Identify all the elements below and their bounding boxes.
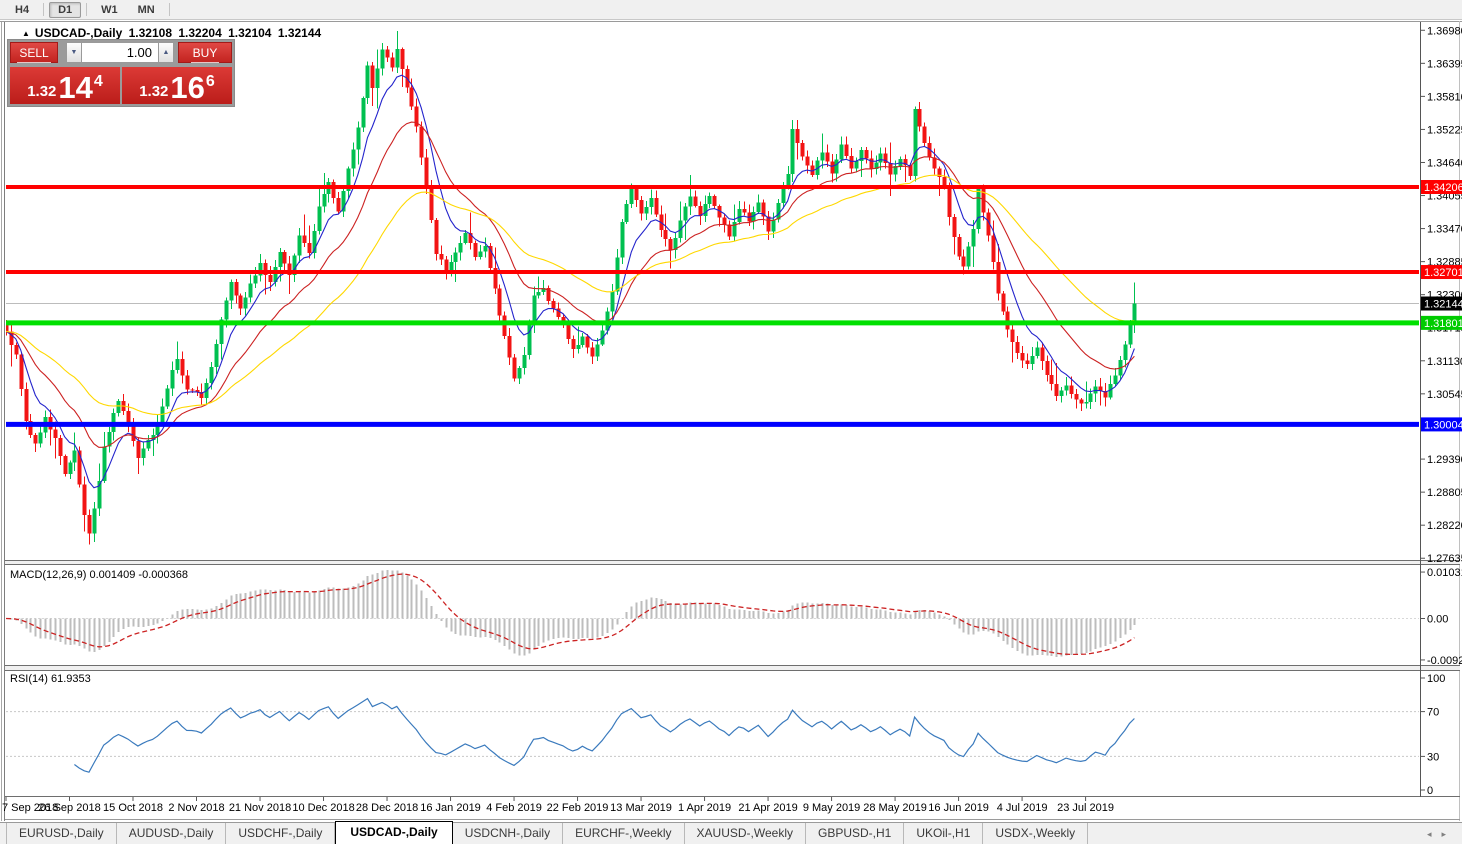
price-axis-tick: 1.36395 — [1427, 58, 1462, 70]
chart-tab[interactable]: USDCNH-,Daily — [453, 823, 564, 844]
timeframe-button-w1[interactable]: W1 — [101, 3, 118, 16]
chart-tab[interactable]: EURCHF-,Weekly — [563, 823, 685, 844]
sell-button[interactable]: SELL — [10, 42, 58, 63]
toolbar-separator — [168, 3, 170, 16]
chart-tab[interactable]: EURUSD-,Daily — [6, 823, 117, 844]
chevron-up-icon: ▲ — [162, 49, 170, 56]
date-axis-label: 28 May 2019 — [863, 802, 927, 814]
price-level-badge: 1.32144 — [1424, 298, 1462, 310]
timeframe-toolbar: H4 D1 W1 MN — [0, 0, 1462, 20]
chart-tab[interactable]: AUDUSD-,Daily — [117, 823, 227, 844]
ohlc-high: 1.32204 — [178, 26, 222, 40]
date-axis-label: 16 Jun 2019 — [928, 802, 989, 814]
macd-axis-tick: 0.010311 — [1427, 567, 1462, 579]
chart-tab[interactable]: USDCHF-,Daily — [226, 823, 336, 844]
date-axis-label: 10 Dec 2018 — [292, 802, 354, 814]
chart-title: ▲ USDCAD-,Daily 1.32108 1.32204 1.32104 1… — [22, 26, 324, 40]
buy-price-display[interactable]: 1.32 16 6 — [122, 67, 232, 104]
ohlc-open: 1.32108 — [128, 26, 173, 40]
date-axis-label: 23 Jul 2019 — [1057, 802, 1114, 814]
price-axis-tick: 1.33470 — [1427, 224, 1462, 236]
chart-tab[interactable]: XAUUSD-,Weekly — [685, 823, 806, 844]
date-axis-label: 4 Jul 2019 — [997, 802, 1048, 814]
price-axis-tick: 1.30545 — [1427, 389, 1462, 401]
toolbar-separator — [43, 3, 45, 16]
price-level-badge: 1.34206 — [1424, 182, 1462, 194]
collapse-panel-icon[interactable]: ▲ — [22, 29, 30, 38]
tab-scroll-right-icon[interactable]: ▸ — [1441, 829, 1456, 839]
date-axis-label: 1 Apr 2019 — [678, 802, 731, 814]
date-axis-label: 22 Feb 2019 — [547, 802, 609, 814]
rsi-indicator-label: RSI(14) 61.9353 — [10, 673, 91, 685]
price-level-badge: 1.30004 — [1424, 419, 1462, 431]
price-axis-tick: 1.35225 — [1427, 124, 1462, 136]
timeframe-button-h4[interactable]: H4 — [15, 3, 30, 16]
ohlc-close: 1.32144 — [277, 26, 322, 40]
volume-input[interactable] — [82, 42, 158, 63]
chart-tab-bar: EURUSD-,Daily AUDUSD-,Daily USDCHF-,Daily U… — [0, 821, 1462, 844]
chevron-down-icon: ▼ — [70, 49, 78, 56]
price-axis-tick: 1.28220 — [1427, 520, 1462, 532]
date-axis-label: 26 Sep 2018 — [38, 802, 100, 814]
macd-axis-tick: -0.009203 — [1427, 655, 1462, 667]
price-axis-tick: 1.36980 — [1427, 25, 1462, 37]
price-axis-tick: 1.27635 — [1427, 553, 1462, 565]
chart-tab[interactable]: USDX-,Weekly — [983, 823, 1089, 844]
ohlc-low: 1.32104 — [228, 26, 272, 40]
price-level-badge: 1.32701 — [1424, 267, 1462, 279]
price-axis-tick: 1.28805 — [1427, 487, 1462, 499]
date-axis-label: 2 Nov 2018 — [168, 802, 224, 814]
price-axis-tick: 1.29390 — [1427, 454, 1462, 466]
rsi-axis-tick: 30 — [1427, 751, 1439, 763]
date-axis-label: 7 Sep 2018 — [2, 802, 58, 814]
date-axis-label: 21 Apr 2019 — [738, 802, 797, 814]
buy-button[interactable]: BUY — [178, 42, 232, 63]
price-axis-tick: 1.35810 — [1427, 91, 1462, 103]
rsi-axis-tick: 0 — [1427, 785, 1433, 797]
toolbar-separator — [86, 3, 88, 16]
date-axis-label: 21 Nov 2018 — [229, 802, 291, 814]
tab-scroll-left-icon[interactable]: ◂ — [1426, 829, 1442, 839]
macd-axis-tick: 0.00 — [1427, 614, 1448, 626]
date-axis-label: 9 May 2019 — [803, 802, 860, 814]
price-axis-tick: 1.34640 — [1427, 157, 1462, 169]
timeframe-button-mn[interactable]: MN — [137, 3, 155, 16]
rsi-axis-tick: 100 — [1427, 673, 1445, 685]
chart-tab[interactable]: GBPUSD-,H1 — [806, 823, 905, 844]
macd-indicator-label: MACD(12,26,9) 0.001409 -0.000368 — [10, 569, 188, 581]
chart-tab[interactable]: UKOil-,H1 — [904, 823, 984, 844]
date-axis-label: 15 Oct 2018 — [103, 802, 163, 814]
price-level-badge: 1.31801 — [1424, 318, 1462, 330]
date-axis-label: 28 Dec 2018 — [356, 802, 418, 814]
volume-decrease-button[interactable]: ▼ — [66, 42, 82, 63]
date-axis-label: 13 Mar 2019 — [610, 802, 672, 814]
sell-price-display[interactable]: 1.32 14 4 — [10, 67, 120, 104]
price-axis-tick: 1.31130 — [1427, 356, 1462, 368]
volume-increase-button[interactable]: ▲ — [158, 42, 174, 63]
date-axis-label: 16 Jan 2019 — [420, 802, 481, 814]
date-axis-label: 4 Feb 2019 — [486, 802, 542, 814]
rsi-axis-tick: 70 — [1427, 707, 1439, 719]
timeframe-button-d1[interactable]: D1 — [49, 1, 82, 18]
chart-canvas[interactable]: 1.369801.363951.358101.352251.346401.340… — [0, 21, 1462, 822]
chart-tab[interactable]: USDCAD-,Daily — [335, 821, 453, 844]
chart-symbol-label: USDCAD-,Daily — [34, 26, 123, 40]
